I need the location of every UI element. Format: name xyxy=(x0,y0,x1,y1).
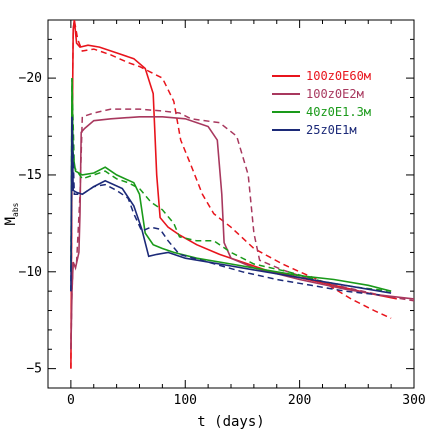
x-axis-label: t (days) xyxy=(197,414,264,430)
series-line-solid-2 xyxy=(70,78,392,292)
legend-label-3: 25z0E1м xyxy=(306,123,357,137)
tick-layer: 0 100 200 300 −5 −10 −15 −20 xyxy=(19,19,426,408)
legend-label-0: 100z0E60м xyxy=(306,69,371,83)
series-line-dashed-0 xyxy=(70,20,392,369)
series-line-dashed-3 xyxy=(70,116,380,296)
legend-label-1: 100z0E2м xyxy=(306,87,364,101)
x-tick-label: 200 xyxy=(288,393,311,408)
y-axis-label-subscript: abs xyxy=(11,202,20,217)
y-axis-label: Mabs xyxy=(3,202,20,225)
series-layer xyxy=(70,20,414,369)
series-line-solid-3 xyxy=(70,116,392,294)
y-tick-label: −5 xyxy=(26,362,42,377)
y-tick-label: −10 xyxy=(19,265,42,280)
y-axis-label-main: M xyxy=(3,217,19,225)
legend: 100z0E60м 100z0E2м 40z0E1.3м 25z0E1м xyxy=(272,69,371,137)
series-line-dashed-2 xyxy=(70,78,392,292)
y-tick-label: −20 xyxy=(19,71,42,86)
y-axis-label-group: Mabs xyxy=(3,202,20,225)
series-line-dashed-1 xyxy=(70,108,414,350)
legend-label-2: 40z0E1.3м xyxy=(306,105,371,119)
x-tick-label: 100 xyxy=(174,393,197,408)
y-tick-label: −15 xyxy=(19,168,42,183)
x-tick-label: 0 xyxy=(67,393,75,408)
x-tick-label: 300 xyxy=(402,393,425,408)
series-line-solid-1 xyxy=(70,116,414,350)
